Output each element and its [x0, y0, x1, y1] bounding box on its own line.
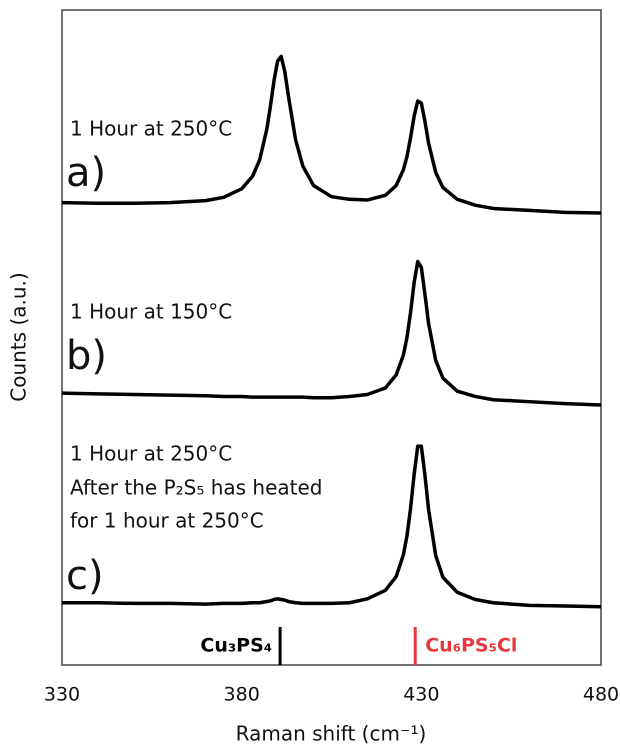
condition-label: After the P₂S₅ has heated [70, 476, 323, 500]
y-axis-title: Counts (a.u.) [7, 272, 31, 401]
x-tick-label: 480 [583, 684, 619, 706]
reference-label: Cu₃PS₄ [200, 635, 272, 657]
x-tick-label: 430 [403, 684, 439, 706]
panel-label: b) [66, 333, 107, 379]
condition-label: 1 Hour at 250°C [70, 442, 232, 466]
panel-label: c) [66, 553, 104, 599]
condition-label: 1 Hour at 250°C [70, 117, 232, 141]
x-axis-title: Raman shift (cm⁻¹) [236, 722, 427, 746]
spectrum-line [61, 259, 602, 407]
panel-label: a) [66, 150, 106, 196]
reference-label: Cu₆PS₅Cl [425, 635, 517, 657]
condition-label: for 1 hour at 250°C [70, 509, 264, 533]
plot-frame [61, 9, 602, 666]
x-tick-label: 380 [224, 684, 260, 706]
x-tick-label: 330 [44, 684, 80, 706]
spectrum-line [61, 54, 602, 215]
spectrum-line [62, 444, 602, 609]
condition-label: 1 Hour at 150°C [70, 300, 232, 324]
